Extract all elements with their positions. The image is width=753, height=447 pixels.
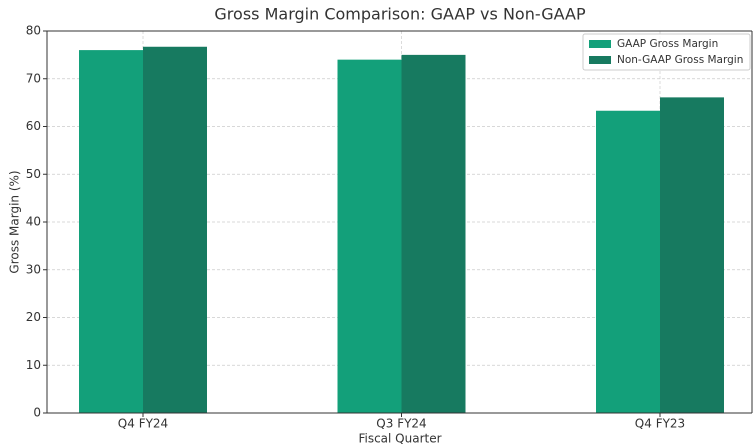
y-tick-label: 60 [26, 119, 41, 133]
y-tick-label: 40 [26, 215, 41, 229]
bar [401, 54, 466, 413]
bar [660, 97, 724, 413]
x-axis-label: Fiscal Quarter [358, 432, 441, 446]
y-tick-label: 80 [26, 24, 41, 38]
bar [596, 110, 660, 414]
y-tick-label: 70 [26, 71, 41, 85]
y-tick-label: 30 [26, 262, 41, 276]
chart-title: Gross Margin Comparison: GAAP vs Non-GAA… [214, 5, 586, 24]
y-tick-label: 20 [26, 310, 41, 324]
x-tick-label: Q4 FY23 [635, 417, 685, 431]
legend-swatch [589, 40, 611, 48]
x-tick-label: Q4 FY24 [118, 417, 168, 431]
y-tick-label: 0 [33, 406, 41, 420]
bar [143, 46, 207, 413]
bar [79, 50, 143, 413]
y-tick-label: 50 [26, 167, 41, 181]
y-tick-label: 10 [26, 358, 41, 372]
legend-text: Non-GAAP Gross Margin [617, 54, 743, 66]
axis-frame [46, 30, 752, 414]
x-tick-label: Q3 FY24 [376, 417, 426, 431]
legend-swatch [589, 56, 611, 64]
legend-box [582, 33, 751, 71]
y-axis-label: Gross Margin (%) [8, 170, 22, 273]
legend-text: GAAP Gross Margin [617, 38, 718, 50]
bar [337, 59, 402, 414]
